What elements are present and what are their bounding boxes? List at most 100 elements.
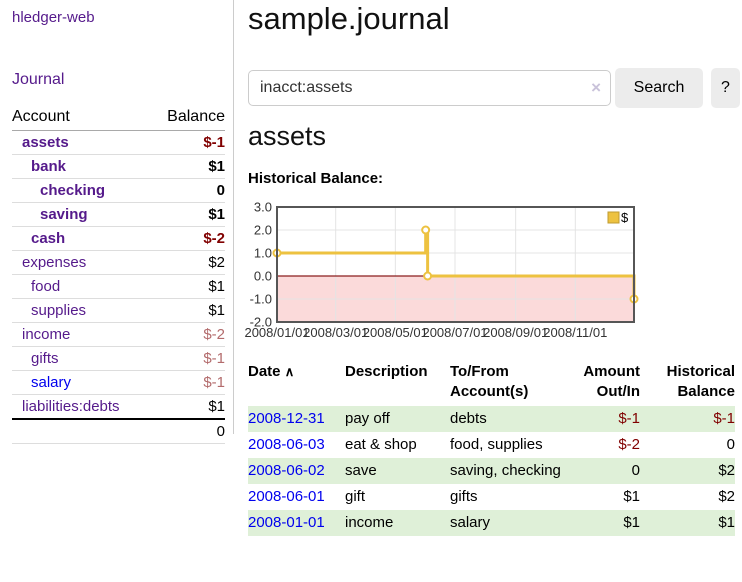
account-link[interactable]: bank <box>31 158 67 175</box>
transaction-description: income <box>345 510 450 536</box>
transaction-row[interactable]: 2008-06-03 eat & shop food, supplies $-2 0 <box>248 432 735 458</box>
account-balance: $1 <box>150 274 225 299</box>
y-tick-label: 0.0 <box>254 269 272 284</box>
search-button[interactable]: Search <box>615 68 703 108</box>
transaction-description: gift <box>345 488 366 505</box>
data-point-marker <box>421 225 431 235</box>
transaction-amount: $1 <box>565 510 640 536</box>
account-link[interactable]: cash <box>31 230 66 247</box>
transaction-balance: 0 <box>726 436 735 453</box>
transaction-accounts: salary <box>450 510 565 536</box>
y-tick-label: 1.0 <box>254 246 272 261</box>
account-row: saving $1 <box>12 202 225 227</box>
transaction-row[interactable]: 2008-01-01 income salary $1 $1 <box>248 510 735 536</box>
y-tick-label: 3.0 <box>254 200 272 215</box>
transaction-balance: $-1 <box>640 406 735 432</box>
account-heading: assets <box>248 121 327 151</box>
register-header-row: Date ∧ Description To/From Account(s) Am… <box>248 362 735 406</box>
account-link[interactable]: income <box>22 326 71 343</box>
balance-column-header[interactable]: Historical Balance <box>666 363 735 400</box>
help-button[interactable]: ? <box>711 68 740 108</box>
legend-swatch <box>607 211 620 224</box>
account-row: gifts $-1 <box>12 346 225 371</box>
total-row: 0 <box>12 418 225 444</box>
app-title-link[interactable]: hledger-web <box>12 9 95 26</box>
total-balance: 0 <box>150 418 225 444</box>
account-row: expenses $2 <box>12 250 225 275</box>
search-input-wrap: × <box>248 70 611 106</box>
date-header-label: Date <box>248 363 281 380</box>
description-column-header[interactable]: Description <box>345 363 428 380</box>
account-balance: $1 <box>150 394 225 419</box>
account-row: supplies $1 <box>12 298 225 323</box>
account-link[interactable]: assets <box>22 134 69 151</box>
search-input[interactable] <box>248 70 611 106</box>
transaction-row[interactable]: 2008-12-31 pay off debts $-1 $-1 <box>248 406 735 432</box>
transaction-accounts: food, supplies <box>450 436 543 453</box>
account-balance: $-1 <box>150 370 225 395</box>
main-content: sample.journal × Search ? assets Histori… <box>244 0 742 582</box>
plot-border <box>276 206 635 323</box>
account-link[interactable]: gifts <box>31 350 59 367</box>
transaction-row[interactable]: 2008-06-01 gift gifts $1 $2 <box>248 484 735 510</box>
account-link[interactable]: food <box>31 278 61 295</box>
transaction-date-link[interactable]: 2008-06-03 <box>248 436 325 453</box>
account-link[interactable]: supplies <box>31 302 87 319</box>
sidebar-divider <box>233 0 234 434</box>
account-balance: $-1 <box>150 346 225 371</box>
transaction-balance: $1 <box>640 510 735 536</box>
transaction-amount: $-1 <box>565 406 640 432</box>
account-balance: $-1 <box>203 134 225 151</box>
x-tick-label: 2008/03/01 <box>303 325 368 340</box>
account-row: checking 0 <box>12 178 225 203</box>
y-tick-label: -2.0 <box>250 315 272 330</box>
register-table: Date ∧ Description To/From Account(s) Am… <box>248 362 735 536</box>
x-tick-label: 2008/09/01 <box>483 325 548 340</box>
data-point-marker <box>423 271 433 281</box>
transaction-accounts: debts <box>450 406 565 432</box>
transaction-date-link[interactable]: 2008-12-31 <box>248 410 325 427</box>
account-link[interactable]: checking <box>40 182 106 199</box>
account-link[interactable]: salary <box>31 374 72 391</box>
account-link[interactable]: expenses <box>22 254 87 271</box>
transaction-date-link[interactable]: 2008-01-01 <box>248 514 325 531</box>
account-row: salary $-1 <box>12 370 225 395</box>
account-column-header: Account <box>12 106 151 131</box>
transaction-amount: $1 <box>623 488 640 505</box>
transaction-date-link[interactable]: 2008-06-01 <box>248 488 325 505</box>
transaction-balance: $2 <box>640 458 735 484</box>
account-row: bank $1 <box>12 154 225 179</box>
x-tick-label: 2008/11/01 <box>543 325 607 340</box>
sidebar-item-journal[interactable]: Journal <box>12 71 65 88</box>
x-tick-label: 2008/01/01 <box>244 325 309 340</box>
account-row: cash $-2 <box>12 226 225 251</box>
account-row: liabilities:debts $1 <box>12 394 225 419</box>
clear-search-icon[interactable]: × <box>591 78 601 97</box>
date-column-header[interactable]: Date ∧ <box>248 362 345 406</box>
transaction-accounts: saving, checking <box>450 458 565 484</box>
page-title: sample.journal <box>248 1 450 36</box>
accounts-table-header: Account Balance <box>12 106 225 131</box>
amount-column-header[interactable]: Amount Out/In <box>583 363 640 400</box>
account-row: food $1 <box>12 274 225 299</box>
transaction-row[interactable]: 2008-06-02 save saving, checking 0 $2 <box>248 458 735 484</box>
accounts-column-header[interactable]: To/From Account(s) <box>450 363 529 400</box>
account-row: assets $-1 <box>12 131 225 155</box>
chart-title: Historical Balance: <box>248 170 384 187</box>
account-balance: $1 <box>150 202 225 227</box>
transaction-date-link[interactable]: 2008-06-02 <box>248 462 325 479</box>
x-tick-label: 2008/05/01 <box>363 325 428 340</box>
transaction-amount: $-2 <box>618 436 640 453</box>
transaction-description: eat & shop <box>345 436 417 453</box>
y-tick-label: 2.0 <box>254 223 272 238</box>
transaction-balance: $2 <box>718 488 735 505</box>
search-form: × Search ? <box>248 68 742 108</box>
transaction-amount: 0 <box>565 458 640 484</box>
sort-asc-icon: ∧ <box>284 364 294 379</box>
account-balance: 0 <box>150 178 225 203</box>
x-tick-label: 2008/07/01 <box>422 325 487 340</box>
account-link[interactable]: liabilities:debts <box>22 398 120 415</box>
historical-balance-chart: $3.0 2.0 1.0 0.0 -1.0 -2.02008/01/012008/03/0… <box>244 200 639 340</box>
account-balance: $-2 <box>150 226 225 251</box>
account-link[interactable]: saving <box>40 206 88 223</box>
